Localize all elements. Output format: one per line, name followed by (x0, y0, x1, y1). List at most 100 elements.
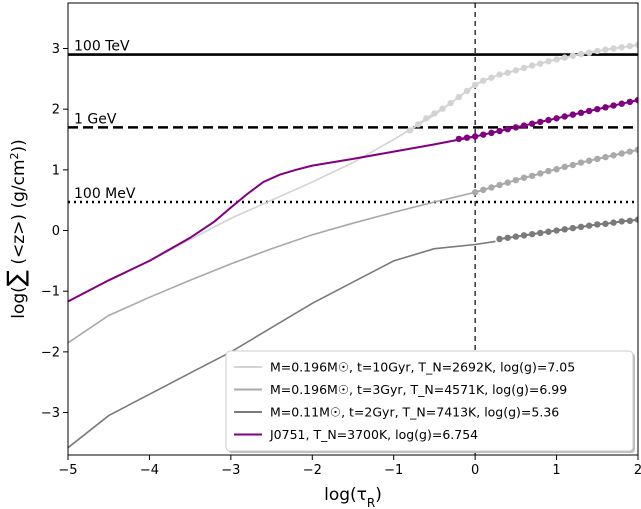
data-point (488, 184, 495, 191)
data-point (480, 131, 487, 138)
data-point (512, 67, 520, 74)
data-point (545, 228, 552, 235)
y-tick-label: −1 (41, 285, 60, 300)
data-point (414, 121, 422, 128)
data-point (626, 148, 634, 155)
data-point (577, 109, 585, 117)
data-point (528, 120, 536, 127)
data-point (569, 161, 577, 169)
y-tick-label: −3 (41, 406, 60, 421)
data-point (520, 122, 528, 129)
data-point (602, 220, 609, 228)
data-point (610, 102, 617, 109)
data-point (447, 99, 454, 107)
data-point (577, 50, 585, 58)
data-point (545, 116, 552, 124)
x-tick-label: −1 (384, 463, 403, 478)
data-point (594, 155, 601, 163)
data-point (553, 166, 560, 173)
data-point (504, 125, 511, 133)
x-tick-label: 0 (471, 463, 479, 478)
legend-label: M=0.196M☉, t=3Gyr, T_N=4571K, log(g)=6.9… (270, 382, 567, 397)
legend-box (225, 350, 634, 452)
x-tick-label: 2 (634, 463, 641, 478)
data-point (455, 93, 463, 101)
reference-line-label: 100 TeV (74, 39, 130, 55)
data-point (512, 124, 520, 131)
data-point (618, 100, 625, 107)
data-point (496, 71, 503, 78)
data-point (528, 230, 536, 238)
data-point (553, 115, 560, 122)
data-point (431, 110, 438, 117)
series-line (68, 191, 476, 344)
data-point (610, 152, 617, 159)
data-point (406, 127, 414, 134)
data-point (561, 163, 568, 171)
data-point (488, 129, 495, 137)
data-point (594, 221, 601, 228)
data-point (471, 81, 479, 89)
legend-label: M=0.11M☉, t=2Gyr, T_N=7413K, log(g)=5.36 (270, 405, 559, 420)
legend-label: J0751, T_N=3700K, log(g)=6.754 (269, 427, 478, 442)
data-point (471, 189, 479, 196)
data-point (577, 159, 585, 166)
series-line (68, 240, 496, 449)
data-point (504, 234, 511, 241)
x-tick-label: −2 (303, 463, 322, 478)
data-point (480, 186, 487, 194)
legend-label: M=0.196M☉, t=10Gyr, T_N=2692K, log(g)=7.… (270, 360, 575, 375)
data-point (561, 226, 568, 233)
data-point (626, 98, 634, 106)
data-point (512, 233, 520, 240)
data-point (618, 150, 625, 157)
data-point (423, 115, 430, 122)
data-point (569, 224, 577, 232)
data-point (618, 44, 625, 51)
data-point (618, 218, 625, 225)
data-point (520, 64, 528, 72)
data-point (496, 127, 503, 135)
x-tick-label: −5 (58, 463, 77, 478)
data-point (537, 118, 544, 126)
data-point (634, 41, 638, 49)
data-point (439, 105, 446, 112)
data-point (610, 45, 617, 52)
y-axis-title: log(∑ (<z>) (g/cm2)) (2, 139, 30, 319)
data-point (561, 113, 568, 120)
reference-line-label: 1 GeV (74, 111, 117, 127)
data-point (634, 146, 638, 154)
data-point (496, 235, 503, 243)
data-point (594, 105, 601, 113)
data-point (602, 46, 609, 53)
data-point (537, 170, 544, 177)
x-tick-label: −4 (140, 463, 159, 478)
reference-line-label: 100 MeV (74, 186, 136, 202)
data-point (520, 174, 528, 181)
data-point (553, 56, 560, 63)
y-tick-label: 0 (52, 224, 60, 239)
data-point (569, 52, 577, 59)
plot-frame (67, 2, 639, 456)
data-point (537, 60, 544, 67)
x-tick-label: 1 (552, 463, 560, 478)
data-point (585, 107, 593, 115)
data-point (512, 176, 520, 184)
data-point (504, 69, 511, 76)
y-tick-label: 3 (52, 42, 60, 57)
data-point (634, 216, 638, 223)
series-line (68, 135, 476, 303)
data-point (463, 87, 471, 95)
data-point (496, 181, 503, 189)
data-point (455, 135, 463, 143)
data-point (585, 49, 593, 56)
data-point (463, 134, 471, 141)
data-point (545, 167, 552, 175)
data-point (528, 62, 536, 69)
data-point (569, 111, 577, 118)
data-point (504, 179, 511, 186)
data-point (545, 58, 552, 65)
data-point (528, 172, 536, 180)
x-axis-title: log(τR) (324, 485, 382, 509)
